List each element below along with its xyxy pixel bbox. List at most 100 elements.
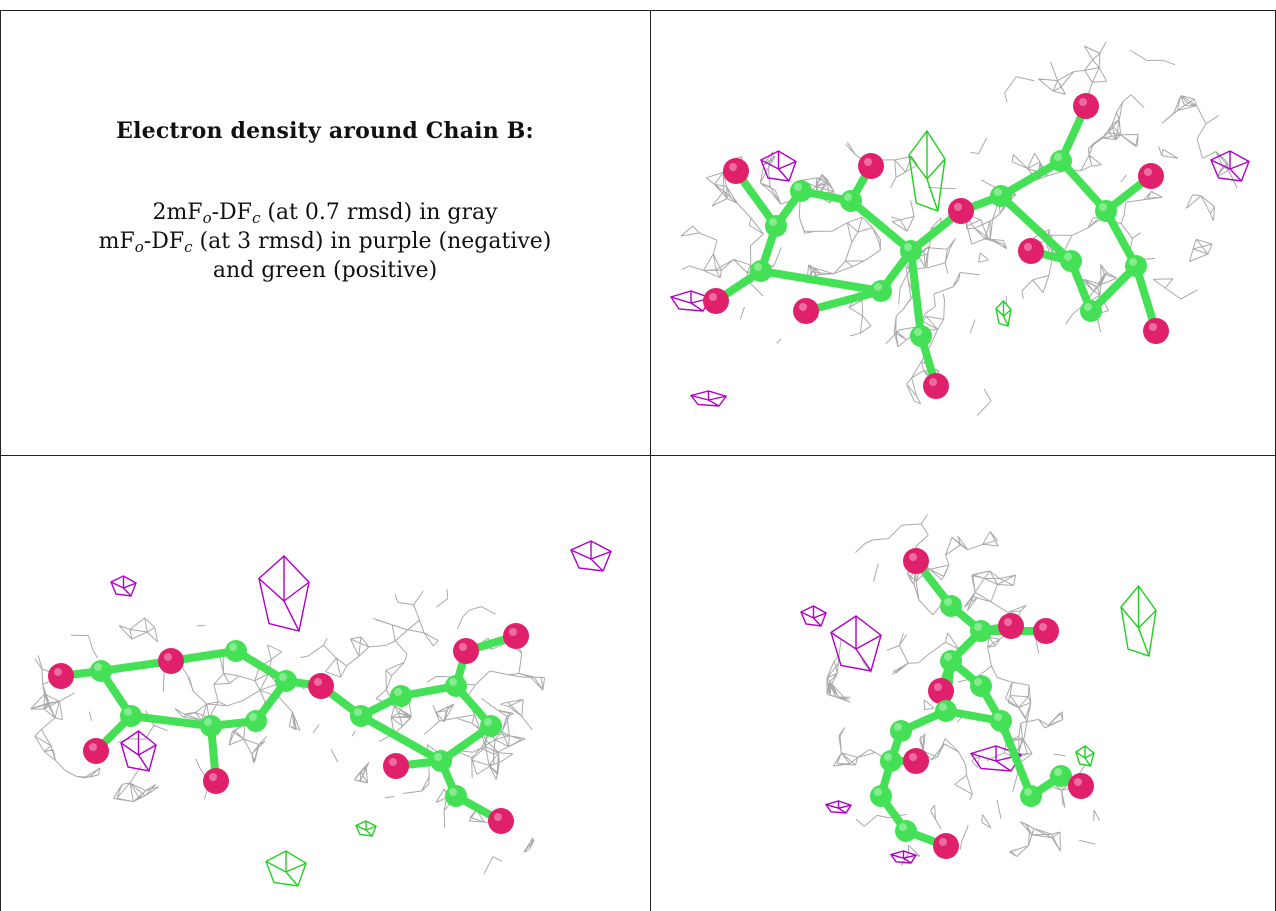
density-image-bottom-right	[800, 514, 1157, 867]
oxygen-atom	[503, 623, 529, 649]
ligand-model-bottom-left	[48, 623, 529, 834]
table-top-border	[0, 10, 1276, 11]
oxygen-atom	[308, 673, 334, 699]
table-center-divider	[650, 10, 651, 911]
oxygen-atom	[488, 808, 514, 834]
carbon-atom	[940, 650, 962, 672]
carbon-atom	[840, 190, 862, 212]
oxygen-atom	[1143, 318, 1169, 344]
negative-density-blob	[889, 850, 918, 864]
caption-legend: 2mFo-DFc (at 0.7 rmsd) in gray mFo-DFc (…	[0, 198, 650, 285]
carbon-atom	[890, 720, 912, 742]
caption-line-difference-map: mFo-DFc (at 3 rmsd) in purple (negative)	[98, 229, 552, 256]
density-mesh-stack	[826, 514, 1040, 867]
positive-density-blob	[1075, 745, 1095, 767]
carbon-atom	[1125, 255, 1147, 277]
oxygen-atom	[903, 748, 929, 774]
carbon-atom	[1095, 200, 1117, 222]
negative-density-blob	[1210, 150, 1250, 182]
carbon-atom	[1050, 150, 1072, 172]
carbon-atom	[910, 325, 932, 347]
carbon-atom	[940, 595, 962, 617]
oxygen-atom	[48, 663, 74, 689]
oxygen-atom	[928, 678, 954, 704]
carbon-atom	[935, 700, 957, 722]
carbon-atom	[870, 280, 892, 302]
oxygen-atom	[1068, 773, 1094, 799]
positive-density-blob	[995, 299, 1012, 327]
oxygen-atom	[703, 288, 729, 314]
carbon-atom	[245, 710, 267, 732]
carbon-atom	[880, 750, 902, 772]
carbon-atom	[225, 640, 247, 662]
table-middle-border	[0, 455, 1276, 456]
density-image-top-right	[669, 41, 1250, 416]
carbon-atom	[445, 675, 467, 697]
caption-line-gray-map: 2mFo-DFc (at 0.7 rmsd) in gray	[152, 200, 498, 227]
negative-density-blob	[110, 575, 137, 597]
density-mesh-side	[971, 711, 1100, 857]
negative-density-blob	[824, 800, 853, 814]
negative-density-blob	[120, 730, 157, 772]
negative-density-blob	[830, 615, 882, 672]
density-view-bottom-right	[651, 456, 1275, 911]
oxygen-atom	[1073, 93, 1099, 119]
ligand-model-bottom-right	[870, 548, 1094, 859]
positive-density-blob	[908, 129, 946, 212]
positive-density-blob	[355, 820, 377, 837]
carbon-atom	[870, 785, 892, 807]
density-view-bottom-left	[1, 456, 650, 911]
carbon-atom	[1060, 250, 1082, 272]
density-image-bottom-left	[30, 540, 612, 887]
negative-density-blob	[258, 555, 310, 632]
oxygen-atom	[383, 753, 409, 779]
carbon-atom	[790, 180, 812, 202]
positive-density-blob	[265, 850, 307, 887]
oxygen-atom	[923, 373, 949, 399]
negative-density-blob	[760, 150, 797, 182]
carbon-atom	[1020, 785, 1042, 807]
carbon-atom	[120, 705, 142, 727]
carbon-atom	[990, 710, 1012, 732]
oxygen-atom	[998, 613, 1024, 639]
negative-density-blob	[570, 540, 612, 572]
oxygen-atom	[83, 738, 109, 764]
carbon-atom	[970, 675, 992, 697]
oxygen-atom	[1138, 163, 1164, 189]
carbon-atom	[390, 685, 412, 707]
table-left-border	[0, 10, 1, 911]
oxygen-atom	[723, 158, 749, 184]
oxygen-atom	[903, 548, 929, 574]
oxygen-atom	[453, 638, 479, 664]
density-view-top-right	[651, 11, 1275, 455]
carbon-atom	[1080, 300, 1102, 322]
carbon-atom	[895, 820, 917, 842]
density-mesh-tail	[402, 697, 535, 875]
oxygen-atom	[158, 648, 184, 674]
caption-cell: Electron density around Chain B: 2mFo-DF…	[0, 0, 650, 455]
carbon-atom	[200, 715, 222, 737]
oxygen-atom	[793, 298, 819, 324]
oxygen-atom	[1018, 238, 1044, 264]
oxygen-atom	[858, 153, 884, 179]
oxygen-atom	[1033, 618, 1059, 644]
carbon-atom	[275, 670, 297, 692]
carbon-atom	[430, 750, 452, 772]
carbon-atom	[990, 185, 1012, 207]
caption-title: Electron density around Chain B:	[116, 118, 534, 144]
negative-density-blob	[800, 605, 827, 627]
caption-line-positive: and green (positive)	[212, 258, 438, 283]
oxygen-atom	[203, 768, 229, 794]
carbon-atom	[90, 660, 112, 682]
carbon-atom	[750, 260, 772, 282]
carbon-atom	[900, 240, 922, 262]
carbon-atom	[480, 715, 502, 737]
ligand-model-top-right	[703, 93, 1169, 399]
carbon-atom	[765, 215, 787, 237]
carbon-atom	[350, 705, 372, 727]
carbon-atom	[1050, 765, 1072, 787]
oxygen-atom	[948, 198, 974, 224]
negative-density-blob	[689, 390, 728, 407]
oxygen-atom	[933, 833, 959, 859]
positive-density-blob	[1120, 584, 1157, 657]
